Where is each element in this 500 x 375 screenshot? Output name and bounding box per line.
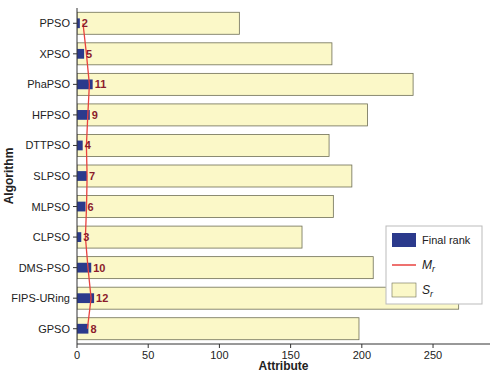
bar xyxy=(77,73,413,95)
rank-bar xyxy=(77,324,88,334)
rank-bar xyxy=(77,141,83,151)
y-tick xyxy=(73,328,77,329)
data-label: 7 xyxy=(89,170,95,182)
legend: Final rank Mr Sr xyxy=(386,226,482,304)
x-tick-label: 0 xyxy=(74,349,80,361)
y-tick xyxy=(73,53,77,54)
chart: 81210367491152050100150200250GPSOFIPS-UR… xyxy=(0,0,500,375)
y-tick xyxy=(73,206,77,207)
bar xyxy=(77,318,359,340)
bar xyxy=(77,104,368,126)
y-tick-label: PPSO xyxy=(39,17,70,29)
data-label: 12 xyxy=(96,292,108,304)
x-tick-label: 200 xyxy=(353,349,371,361)
bar xyxy=(77,196,333,218)
y-tick-label: GPSO xyxy=(38,323,70,335)
legend-label: Final rank xyxy=(422,234,471,246)
bar xyxy=(77,12,239,34)
y-tick xyxy=(73,23,77,24)
rank-bar xyxy=(77,171,87,181)
rank-bar xyxy=(77,232,81,242)
y-tick xyxy=(73,298,77,299)
bar xyxy=(77,226,302,248)
data-label: 8 xyxy=(90,323,96,335)
y-tick-label: FIPS-URing xyxy=(11,292,70,304)
x-tick xyxy=(361,344,362,348)
y-tick xyxy=(73,145,77,146)
y-tick xyxy=(73,114,77,115)
data-label: 11 xyxy=(95,78,107,90)
x-tick xyxy=(77,344,78,348)
y-tick xyxy=(73,267,77,268)
x-tick xyxy=(148,344,149,348)
y-tick-label: XPSO xyxy=(39,48,70,60)
x-tick-label: 100 xyxy=(210,349,228,361)
data-label: 4 xyxy=(85,139,92,151)
rank-bar xyxy=(77,79,93,89)
rank-bar xyxy=(77,202,86,212)
bar xyxy=(77,257,373,279)
bar xyxy=(77,134,329,156)
plot-area xyxy=(77,12,459,339)
data-label: 2 xyxy=(82,17,88,29)
y-axis-label: Algorithm xyxy=(2,148,16,205)
rank-bar xyxy=(77,263,91,273)
y-tick-label: DTTPSO xyxy=(25,139,70,151)
x-axis xyxy=(77,344,490,345)
y-tick xyxy=(73,237,77,238)
x-tick xyxy=(433,344,434,348)
y-tick-label: CLPSO xyxy=(33,231,71,243)
y-tick xyxy=(73,84,77,85)
data-label: 9 xyxy=(92,109,98,121)
y-tick-label: DMS-PSO xyxy=(19,262,71,274)
y-tick xyxy=(73,176,77,177)
data-label: 10 xyxy=(93,262,105,274)
legend-label: Sr xyxy=(422,283,434,299)
x-tick xyxy=(290,344,291,348)
legend-swatch xyxy=(392,233,416,247)
legend-swatch xyxy=(392,264,416,266)
x-tick xyxy=(219,344,220,348)
y-tick-label: PhaPSO xyxy=(27,78,70,90)
y-tick-label: MLPSO xyxy=(31,201,70,213)
rank-bar xyxy=(77,49,84,59)
y-tick-label: HFPSO xyxy=(32,109,70,121)
legend-box xyxy=(386,226,482,304)
bar xyxy=(77,43,332,65)
legend-swatch xyxy=(392,283,416,297)
y-tick-label: SLPSO xyxy=(33,170,70,182)
data-label: 3 xyxy=(83,231,89,243)
data-label: 6 xyxy=(88,201,94,213)
x-tick-label: 50 xyxy=(142,349,154,361)
data-label: 5 xyxy=(86,48,92,60)
legend-label: Mr xyxy=(422,258,436,274)
x-axis-label: Attribute xyxy=(259,359,309,373)
bar xyxy=(77,165,352,187)
x-tick-label: 250 xyxy=(424,349,442,361)
